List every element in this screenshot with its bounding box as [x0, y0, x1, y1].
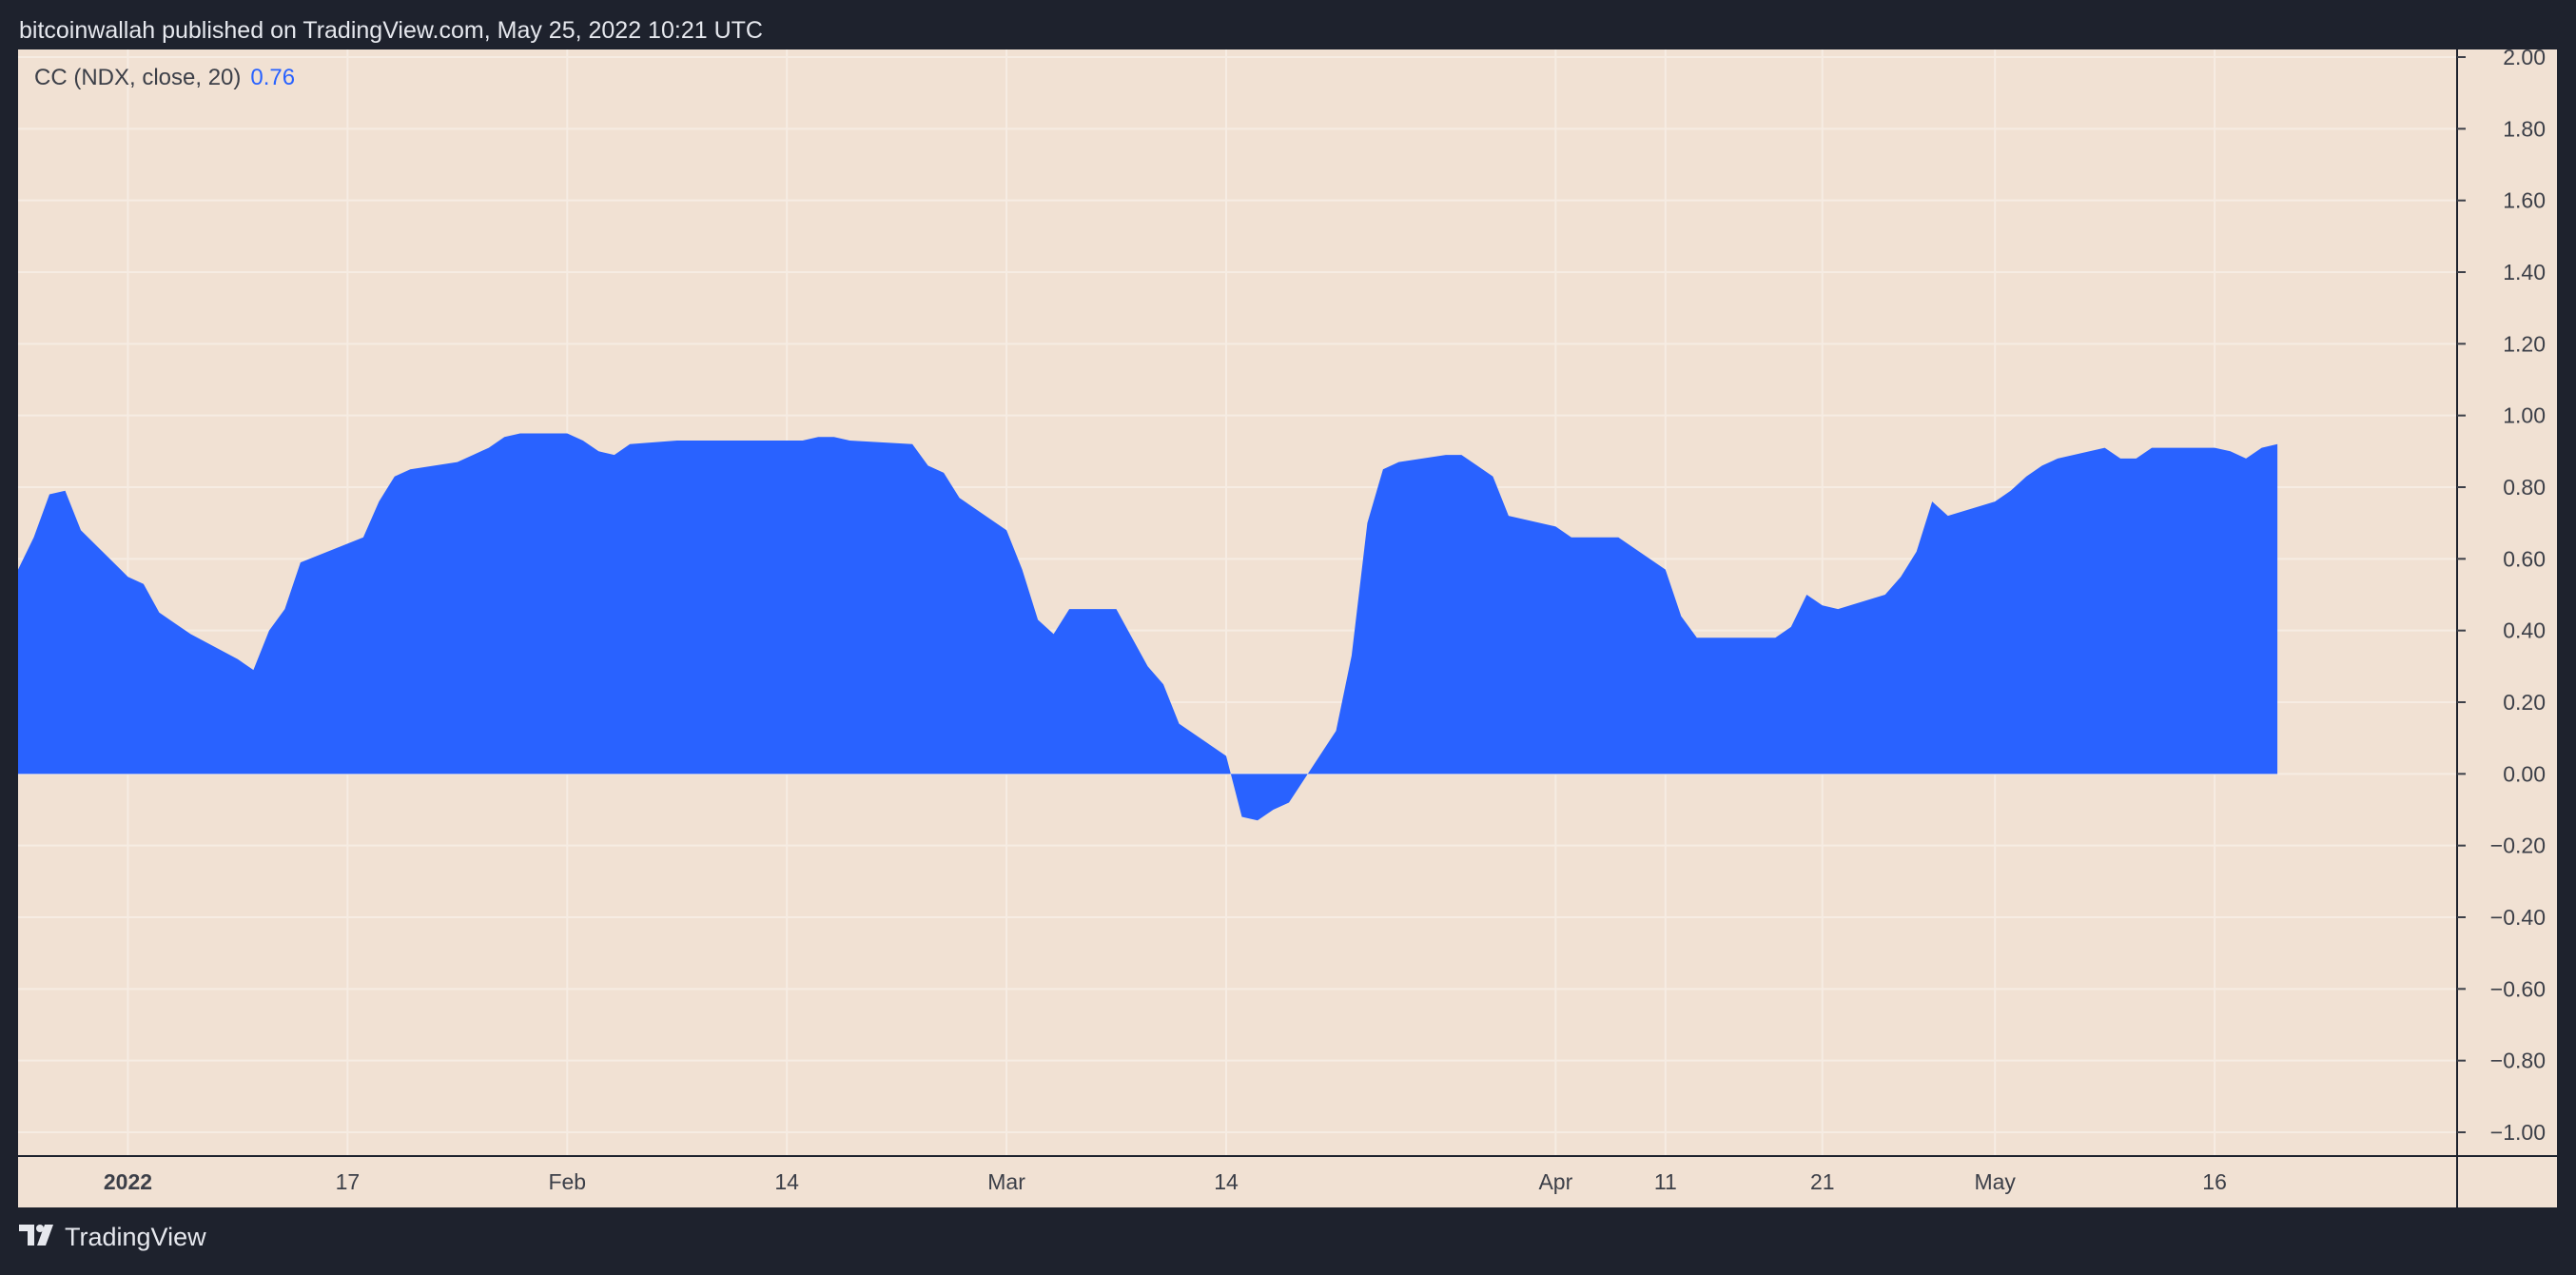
y-tick-label: −0.60	[2490, 976, 2546, 1001]
x-tick-label: 11	[1654, 1169, 1677, 1194]
x-tick-label: May	[1974, 1169, 2016, 1194]
y-tick-label: −1.00	[2490, 1120, 2546, 1145]
x-tick-label: 14	[774, 1169, 799, 1194]
y-tick-label: 1.40	[2503, 260, 2546, 284]
chart-area[interactable]: −1.00 −0.80 −0.60 −0.40 −0.20 0.00 0.20 0.40 0.6…	[18, 49, 2557, 1207]
y-tick-label: 0.60	[2503, 546, 2546, 571]
y-tick-label: −0.40	[2490, 905, 2546, 930]
x-tick-label: Mar	[987, 1169, 1025, 1194]
y-tick-label: −0.20	[2490, 834, 2546, 858]
y-tick-label: 2.00	[2503, 49, 2546, 69]
series-area	[18, 433, 2278, 821]
x-tick-label: 16	[2202, 1169, 2227, 1194]
x-tick-label: Feb	[548, 1169, 586, 1194]
publish-header: bitcoinwallah published on TradingView.c…	[19, 17, 763, 44]
indicator-legend: CC (NDX, close, 20) 0.76	[34, 65, 295, 91]
x-tick-label: Apr	[1538, 1169, 1572, 1194]
y-tick-label: 0.40	[2503, 618, 2546, 643]
tradingview-logo-icon	[19, 1223, 57, 1252]
indicator-label: CC (NDX, close, 20)	[34, 65, 242, 90]
x-tick-label: 21	[1810, 1169, 1835, 1194]
y-tick-label: 1.20	[2503, 331, 2546, 356]
y-tick-label: −0.80	[2490, 1049, 2546, 1073]
y-tick-label: 0.00	[2503, 761, 2546, 786]
x-tick-label: 14	[1214, 1169, 1239, 1194]
y-tick-label: 1.60	[2503, 188, 2546, 213]
y-tick-label: 1.00	[2503, 403, 2546, 428]
y-tick-label: 1.80	[2503, 116, 2546, 141]
y-tick-label: 0.20	[2503, 690, 2546, 715]
cc-chart[interactable]: −1.00 −0.80 −0.60 −0.40 −0.20 0.00 0.20 0.40 0.6…	[18, 49, 2557, 1207]
x-tick-label: 17	[336, 1169, 361, 1194]
tradingview-brand: TradingView	[65, 1223, 206, 1251]
x-tick-label: 2022	[104, 1169, 152, 1194]
indicator-value: 0.76	[250, 65, 296, 90]
footer-branding: TradingView	[19, 1223, 206, 1252]
y-tick-label: 0.80	[2503, 475, 2546, 500]
